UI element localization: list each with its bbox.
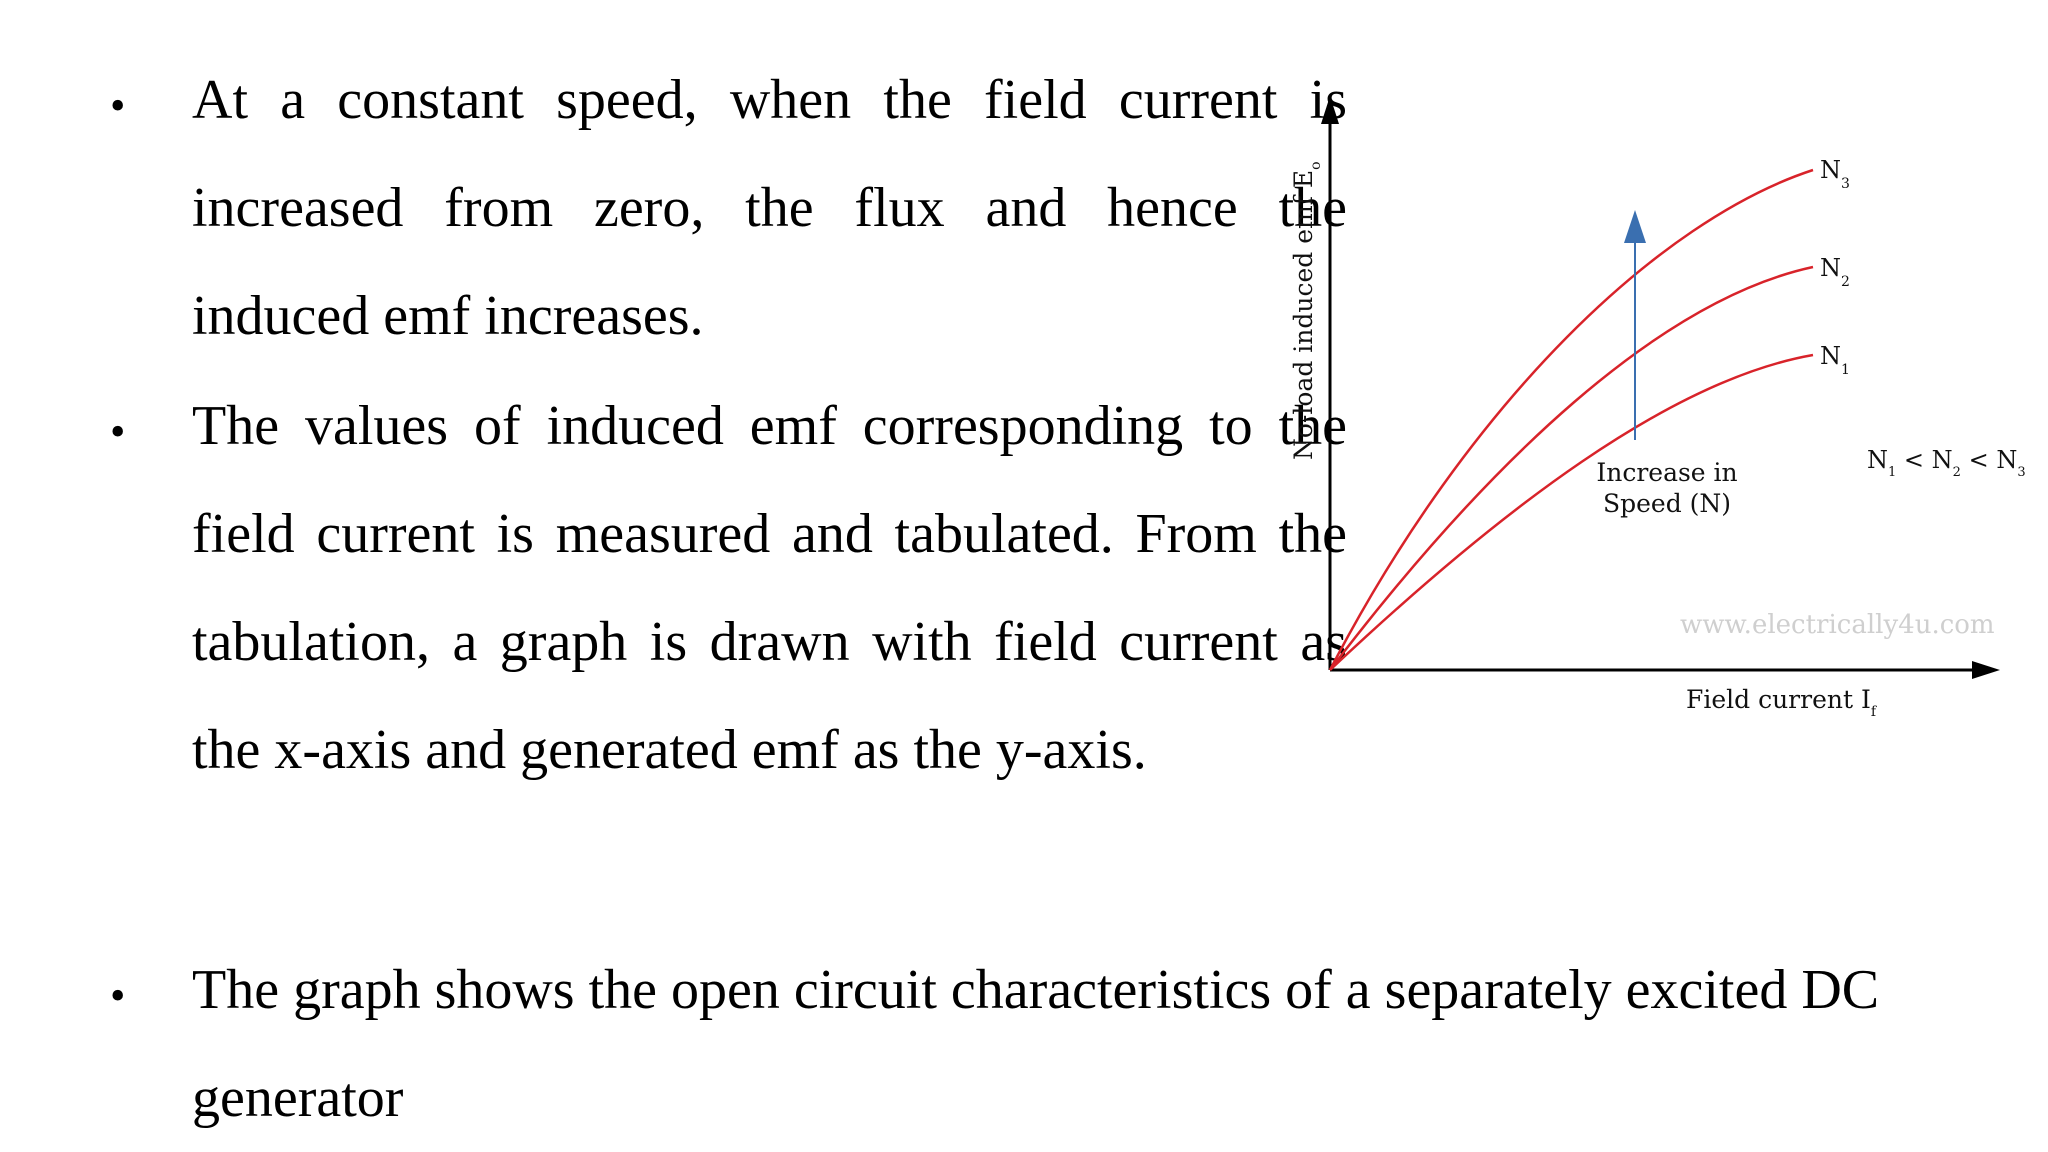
speed-increase-arrowhead [1624,210,1646,243]
bullet-text-3: The graph shows the open circuit charact… [192,959,1880,1129]
bullet-dot: • [110,81,126,130]
curve-n3 [1328,168,1814,671]
watermark: www.electrically4u.com [1680,610,1995,640]
bullet-dot: • [110,971,126,1020]
bullet-dot: • [110,407,126,456]
speed-relation: N1 < N2 < N3 [1867,446,2026,480]
y-axis-arrowhead [1321,96,1339,124]
occ-diagram-svg: N3 N2 N1 Increase in Speed (N) N1 < N2 <… [1289,96,2026,720]
bullet-text-1: At a constant speed, when the field curr… [192,69,1347,347]
x-axis-arrowhead [1972,661,2000,679]
x-axis-label: Field current If [1686,685,1878,720]
curve-label-n3: N3 [1820,156,1850,192]
curve-label-n1: N1 [1820,342,1850,378]
y-axis-label: No-load induced emf Eo [1289,161,1324,460]
curve-n1 [1329,353,1814,671]
bullet-text-2: The values of induced emf corresponding … [192,395,1347,781]
curve-n2 [1329,265,1814,671]
arrow-label-line1: Increase in [1596,458,1737,487]
occ-diagram: N3 N2 N1 Increase in Speed (N) N1 < N2 <… [1270,80,2040,720]
curve-label-n2: N2 [1820,254,1850,290]
arrow-label-line2: Speed (N) [1603,489,1731,518]
